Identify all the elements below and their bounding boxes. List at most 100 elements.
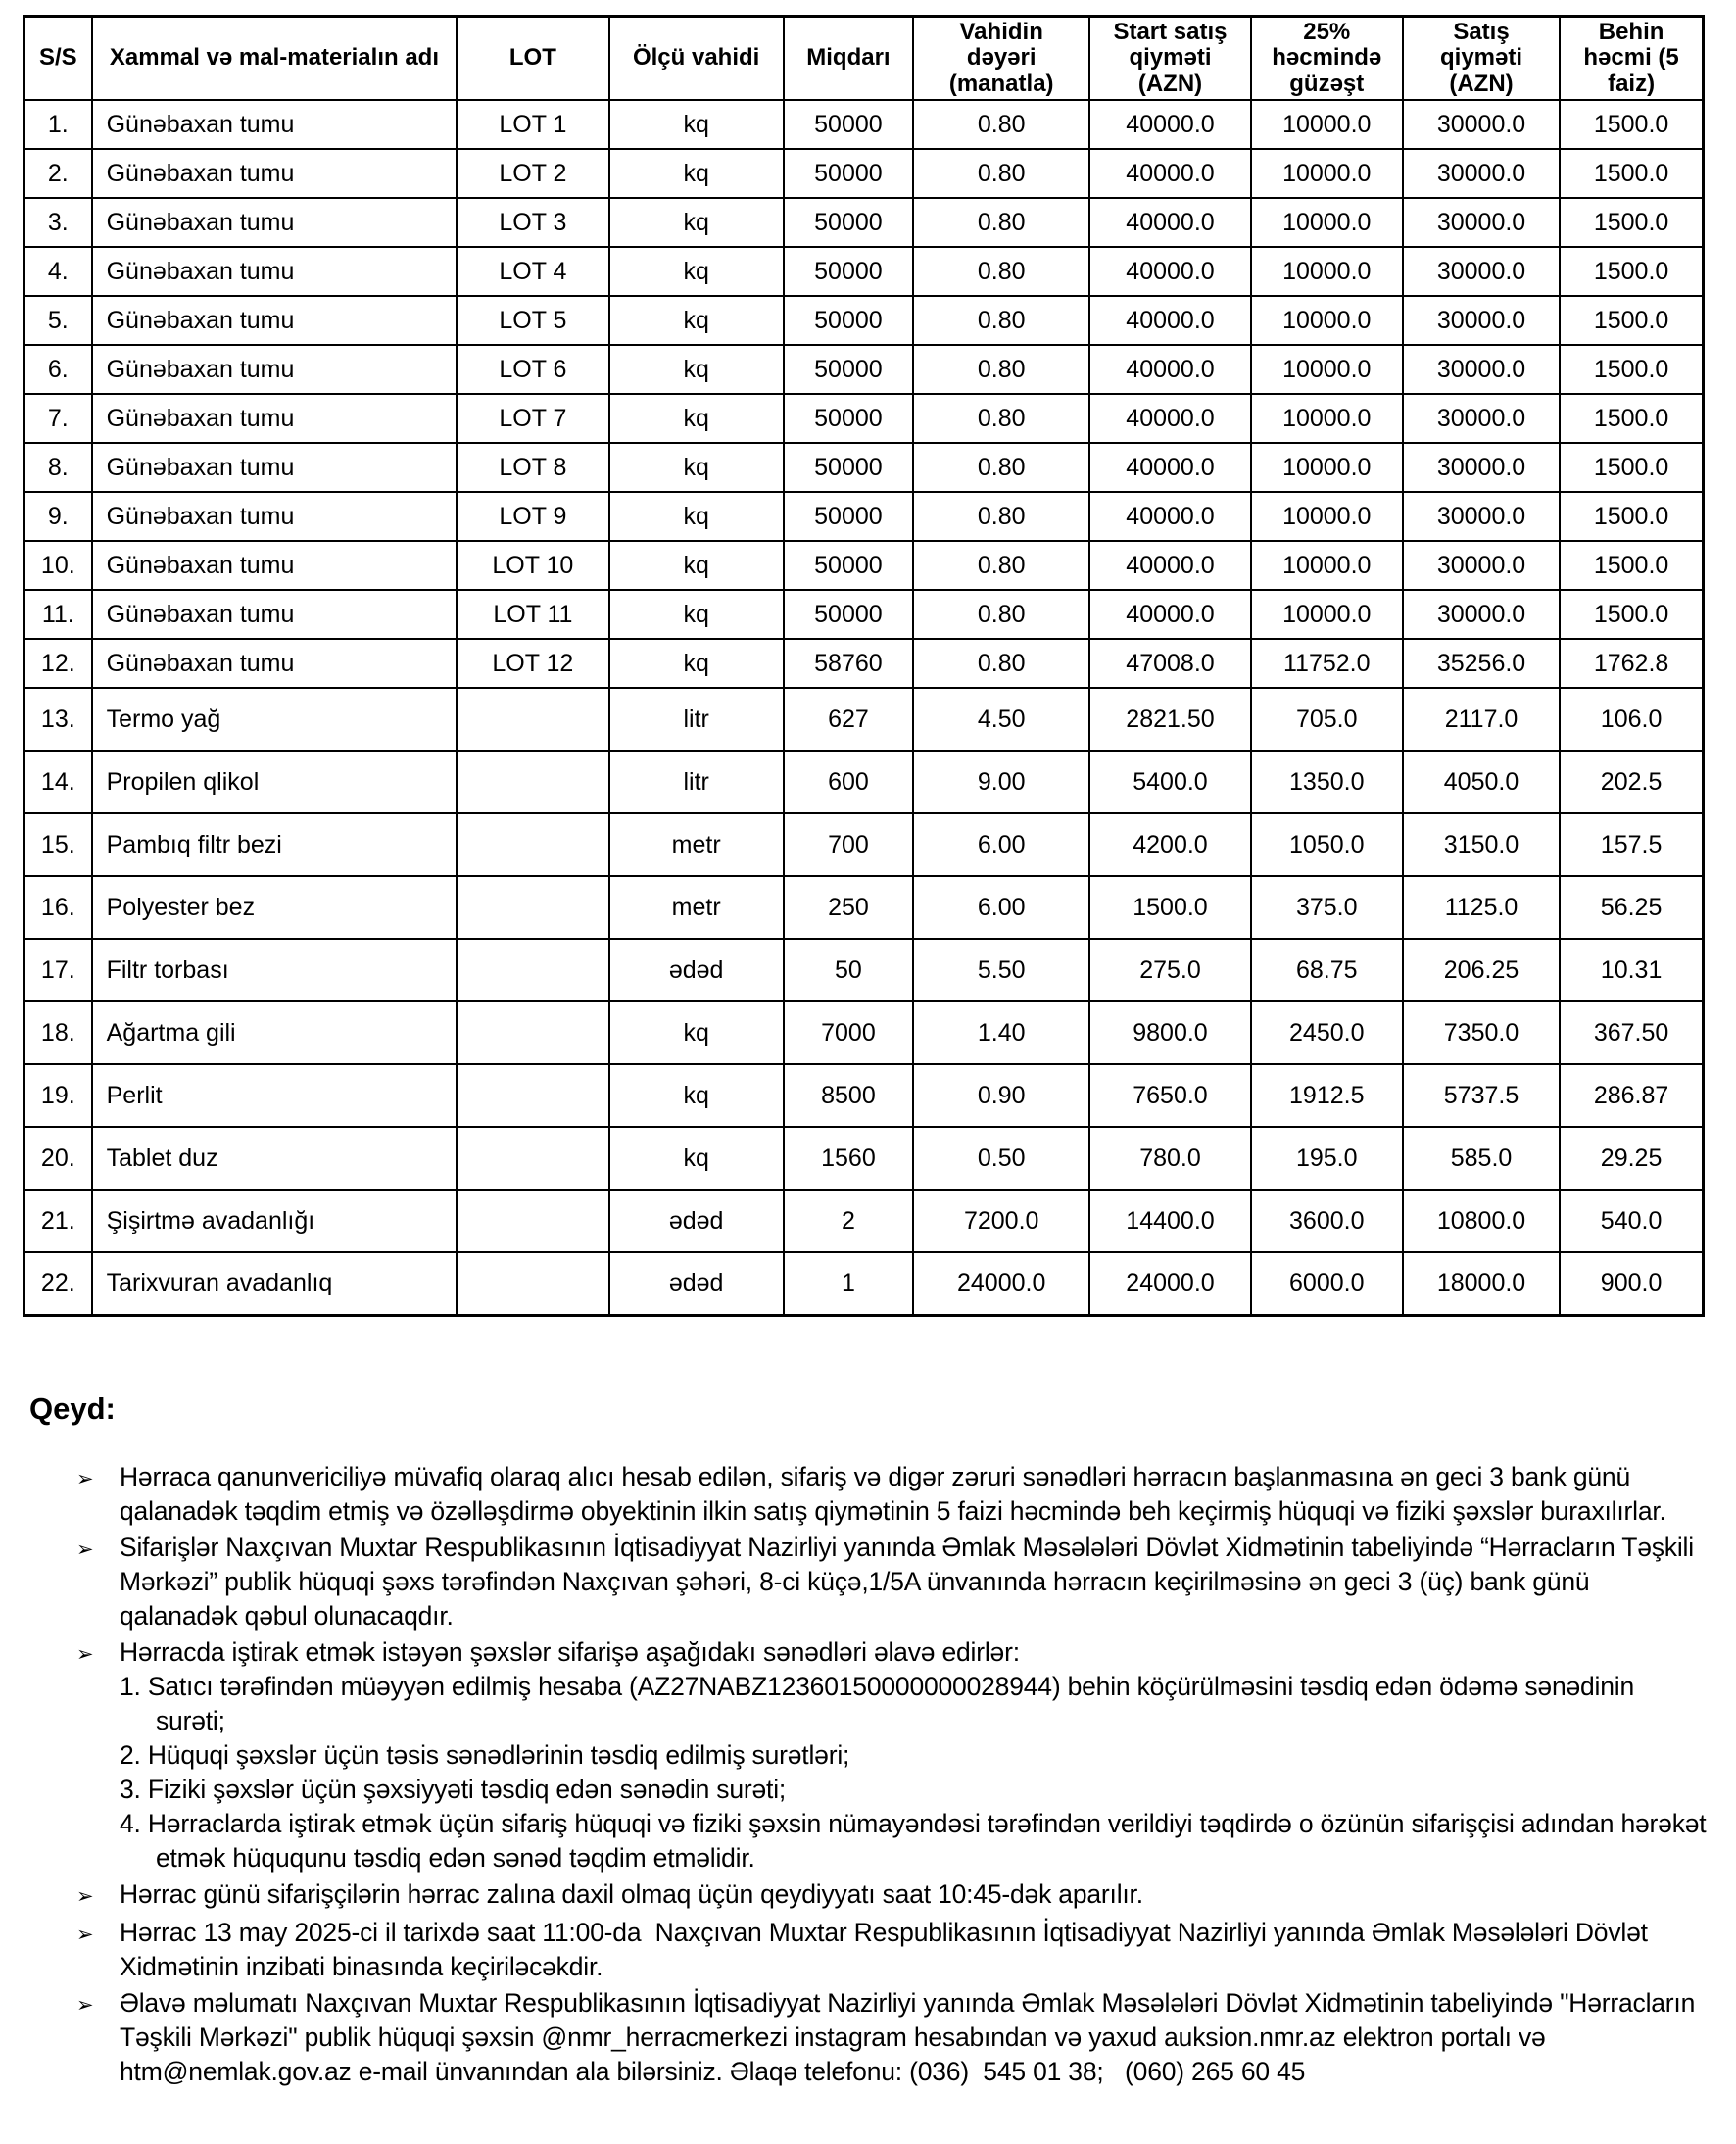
- table-cell: 6.: [23, 344, 93, 396]
- table-cell: 3150.0: [1401, 812, 1562, 878]
- table-cell: 10000.0: [1249, 197, 1404, 249]
- table-cell: 0.80: [912, 99, 1091, 151]
- table-cell: kq: [607, 295, 785, 347]
- table-cell: 21.: [23, 1189, 93, 1254]
- table-cell: ədəd: [607, 1251, 785, 1317]
- table-cell: 7650.0: [1088, 1063, 1252, 1129]
- table-cell: 5400.0: [1088, 750, 1252, 815]
- table-cell: 8500: [782, 1063, 915, 1129]
- arrow-bullet-icon: ➢: [76, 1467, 94, 1490]
- table-cell: 540.0: [1559, 1189, 1705, 1254]
- table-cell: 40000.0: [1088, 442, 1252, 494]
- table-cell: 50000: [782, 197, 915, 249]
- table-cell: 206.25: [1401, 938, 1562, 1003]
- table-cell: 1500.0: [1559, 246, 1705, 298]
- table-cell: 1560: [782, 1126, 915, 1192]
- auction-table: S/S Xammal və mal-materialın adı LOT Ölçü v…: [23, 15, 1705, 1317]
- table-cell: 2: [782, 1189, 915, 1254]
- table-row: 21. Şişirtmə avadanlığı ədəd 2 7200.0 14400.0…: [23, 1189, 1705, 1254]
- table-cell: kq: [607, 442, 785, 494]
- table-cell: 1500.0: [1559, 344, 1705, 396]
- table-cell: 0.80: [912, 491, 1091, 543]
- table-row: 18. Ağartma gili kq 7000 1.40 9800.0 2450.0 735…: [23, 1000, 1705, 1066]
- table-cell: 1350.0: [1249, 750, 1404, 815]
- table-cell: 0.80: [912, 148, 1091, 200]
- table-cell: 56.25: [1559, 875, 1705, 941]
- table-cell: 705.0: [1249, 687, 1404, 753]
- table-cell: 10.: [23, 540, 93, 592]
- table-cell: 1500.0: [1559, 442, 1705, 494]
- table-cell: 195.0: [1249, 1126, 1404, 1192]
- table-cell: 16.: [23, 875, 93, 941]
- table-cell: 11752.0: [1249, 638, 1404, 690]
- table-cell: [456, 1251, 610, 1317]
- table-cell: Tarixvuran avadanlıq: [90, 1251, 458, 1317]
- table-cell: 50000: [782, 99, 915, 151]
- table-row: 14. Propilen qlikol litr 600 9.00 5400.0 1350.…: [23, 750, 1705, 815]
- table-cell: 7.: [23, 393, 93, 445]
- table-cell: Günəbaxan tumu: [90, 295, 458, 347]
- table-cell: Günəbaxan tumu: [90, 197, 458, 249]
- table-cell: 7200.0: [912, 1189, 1091, 1254]
- table-cell: [456, 750, 610, 815]
- table-cell: kq: [607, 540, 785, 592]
- note-item: ➢ Hərraca qanunvericiliyə müvafiq olaraq …: [76, 1460, 1709, 1529]
- table-cell: 10000.0: [1249, 540, 1404, 592]
- table-cell: 20.: [23, 1126, 93, 1192]
- table-cell: 13.: [23, 687, 93, 753]
- table-cell: Tablet duz: [90, 1126, 458, 1192]
- table-cell: [456, 938, 610, 1003]
- table-cell: [456, 812, 610, 878]
- table-cell: LOT 7: [456, 393, 610, 445]
- table-cell: 50000: [782, 393, 915, 445]
- table-row: 10. Günəbaxan tumu LOT 10 kq 50000 0.80 40000.…: [23, 540, 1705, 592]
- table-cell: LOT 9: [456, 491, 610, 543]
- table-cell: 10.31: [1559, 938, 1705, 1003]
- table-cell: 40000.0: [1088, 148, 1252, 200]
- table-cell: ədəd: [607, 938, 785, 1003]
- table-cell: kq: [607, 246, 785, 298]
- table-cell: Günəbaxan tumu: [90, 638, 458, 690]
- note-text: Əlavə məlumatı Naxçıvan Muxtar Respublik…: [120, 1987, 1702, 2086]
- table-cell: 0.80: [912, 540, 1091, 592]
- table-cell: 5.: [23, 295, 93, 347]
- table-cell: 50000: [782, 246, 915, 298]
- table-cell: 106.0: [1559, 687, 1705, 753]
- table-cell: [456, 1189, 610, 1254]
- table-row: 5. Günəbaxan tumu LOT 5 kq 50000 0.80 40000.0 1…: [23, 295, 1705, 347]
- table-cell: kq: [607, 148, 785, 200]
- table-cell: 585.0: [1401, 1126, 1562, 1192]
- table-cell: LOT 1: [456, 99, 610, 151]
- table-cell: 0.80: [912, 638, 1091, 690]
- table-cell: 29.25: [1559, 1126, 1705, 1192]
- table-row: 17. Filtr torbası ədəd 50 5.50 275.0 68.75 206.…: [23, 938, 1705, 1003]
- table-cell: 5.50: [912, 938, 1091, 1003]
- table-cell: 6000.0: [1249, 1251, 1404, 1317]
- column-header: S/S: [23, 15, 93, 102]
- table-row: 3. Günəbaxan tumu LOT 3 kq 50000 0.80 40000.0 1…: [23, 197, 1705, 249]
- table-cell: 4200.0: [1088, 812, 1252, 878]
- table-row: 16. Polyester bez metr 250 6.00 1500.0 375.0 11…: [23, 875, 1705, 941]
- table-cell: Ağartma gili: [90, 1000, 458, 1066]
- table-cell: 4.: [23, 246, 93, 298]
- table-cell: kq: [607, 344, 785, 396]
- table-cell: 9.: [23, 491, 93, 543]
- table-cell: 1762.8: [1559, 638, 1705, 690]
- note-text: Hərraca qanunvericiliyə müvafiq olaraq a…: [120, 1461, 1666, 1526]
- table-row: 6. Günəbaxan tumu LOT 6 kq 50000 0.80 40000.0 1…: [23, 344, 1705, 396]
- table-cell: 627: [782, 687, 915, 753]
- table-cell: 700: [782, 812, 915, 878]
- table-cell: 0.80: [912, 393, 1091, 445]
- table-cell: [456, 1063, 610, 1129]
- table-cell: Günəbaxan tumu: [90, 148, 458, 200]
- column-header: Behin həcmi (5 faiz): [1559, 15, 1705, 102]
- table-cell: LOT 3: [456, 197, 610, 249]
- table-row: 7. Günəbaxan tumu LOT 7 kq 50000 0.80 40000.0 1…: [23, 393, 1705, 445]
- table-row: 8. Günəbaxan tumu LOT 8 kq 50000 0.80 40000.0 1…: [23, 442, 1705, 494]
- table-row: 19. Perlit kq 8500 0.90 7650.0 1912.5 5737.5 286…: [23, 1063, 1705, 1129]
- table-cell: Günəbaxan tumu: [90, 246, 458, 298]
- note-item: ➢ Hərrac 13 may 2025-ci il tarixdə saat 1…: [76, 1916, 1709, 1984]
- table-cell: 1912.5: [1249, 1063, 1404, 1129]
- table-cell: Günəbaxan tumu: [90, 442, 458, 494]
- table-row: 20. Tablet duz kq 1560 0.50 780.0 195.0 585.0 29…: [23, 1126, 1705, 1192]
